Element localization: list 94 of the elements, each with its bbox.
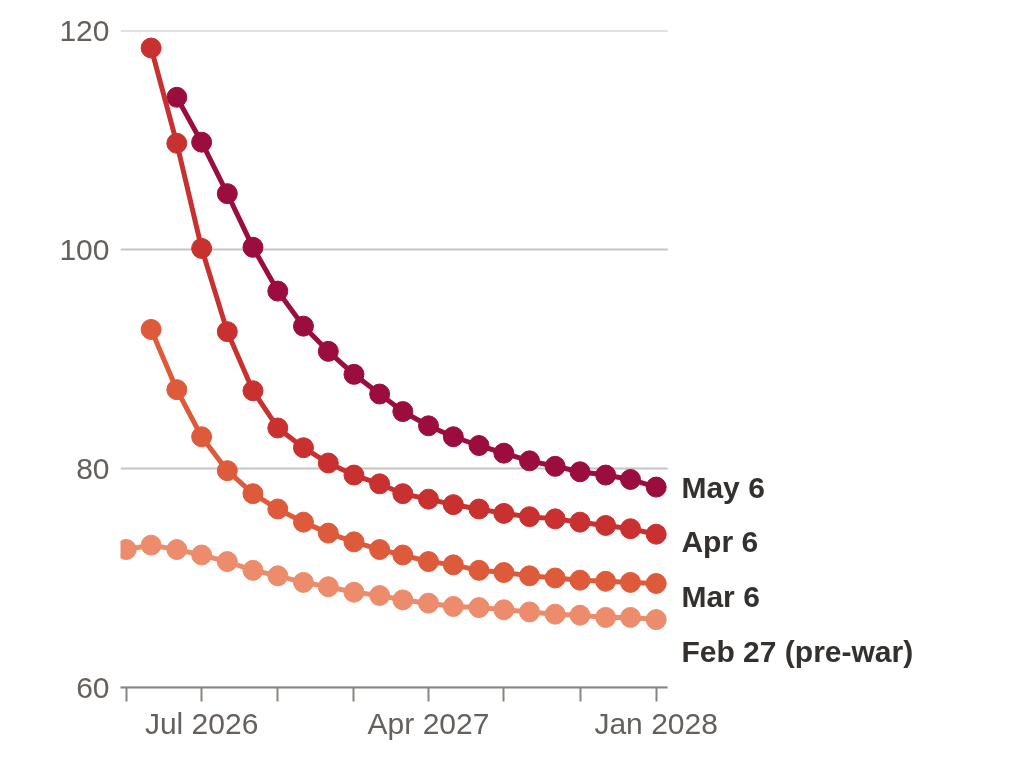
- point: [442, 595, 464, 617]
- point: [292, 511, 314, 533]
- point: [317, 452, 339, 474]
- point: [620, 606, 642, 628]
- point: [519, 565, 540, 587]
- point: [544, 603, 566, 625]
- x-tick-label: Jul 2026: [144, 706, 259, 740]
- point: [442, 494, 464, 516]
- point: [442, 554, 464, 576]
- point: [343, 581, 365, 603]
- point: [493, 562, 515, 584]
- point: [645, 609, 667, 631]
- point: [166, 379, 188, 401]
- point: [493, 599, 515, 621]
- point: [493, 502, 515, 524]
- point: [595, 464, 617, 486]
- point: [140, 318, 162, 340]
- point: [569, 604, 591, 626]
- point: [417, 415, 439, 437]
- point: [140, 534, 162, 556]
- point: [317, 576, 339, 598]
- point: [343, 363, 365, 385]
- point: [468, 435, 490, 456]
- point: [369, 539, 391, 561]
- point: [369, 383, 391, 405]
- point: [166, 539, 188, 561]
- point: [216, 321, 238, 343]
- y-tick-label: 100: [59, 232, 110, 266]
- point: [417, 551, 439, 573]
- point: [493, 442, 515, 464]
- point: [191, 237, 213, 259]
- y-tick-label: 80: [76, 451, 110, 485]
- series-label: Feb 27 (pre-war): [681, 634, 914, 668]
- point: [519, 601, 540, 623]
- point: [267, 565, 289, 587]
- point: [292, 571, 314, 593]
- point: [544, 567, 566, 589]
- point: [216, 551, 238, 573]
- point: [216, 183, 238, 205]
- point: [166, 132, 188, 154]
- point: [242, 483, 264, 505]
- point: [620, 468, 642, 490]
- point: [216, 460, 238, 482]
- point: [595, 514, 617, 536]
- point: [519, 450, 540, 472]
- point: [620, 518, 642, 540]
- x-tick-label: Jan 2028: [594, 706, 718, 740]
- point: [569, 511, 591, 533]
- point: [166, 86, 188, 108]
- y-tick-label: 60: [76, 670, 110, 704]
- point: [242, 236, 264, 258]
- point: [468, 498, 490, 520]
- series-label: Apr 6: [681, 525, 759, 559]
- point: [292, 315, 314, 337]
- point: [595, 570, 617, 592]
- point: [317, 340, 339, 362]
- point: [267, 498, 289, 520]
- point: [369, 585, 391, 606]
- point: [417, 488, 439, 510]
- point: [369, 473, 391, 495]
- point: [569, 569, 591, 591]
- point: [519, 506, 540, 528]
- point: [595, 606, 617, 628]
- point: [569, 461, 591, 483]
- point: [468, 597, 490, 619]
- y-tick-label: 120: [59, 13, 110, 47]
- point: [645, 476, 667, 498]
- point: [620, 571, 642, 593]
- point: [292, 437, 314, 459]
- point: [191, 544, 213, 566]
- point: [442, 426, 464, 448]
- point: [317, 522, 339, 544]
- point: [242, 380, 264, 402]
- point: [267, 280, 289, 302]
- point: [544, 455, 566, 477]
- series-label: Mar 6: [681, 580, 760, 614]
- point: [140, 37, 162, 59]
- point: [267, 417, 289, 439]
- point: [343, 464, 365, 486]
- point: [468, 559, 490, 581]
- point: [191, 426, 213, 448]
- point: [191, 131, 213, 153]
- point: [392, 544, 414, 566]
- point: [343, 531, 365, 553]
- point: [392, 401, 414, 423]
- point: [544, 508, 566, 530]
- point: [645, 523, 667, 545]
- point: [417, 592, 439, 614]
- point: [392, 483, 414, 505]
- x-tick-label: Apr 2027: [367, 706, 490, 740]
- series-label: May 6: [681, 470, 765, 504]
- point: [645, 572, 667, 594]
- point: [392, 589, 414, 611]
- point: [242, 559, 264, 581]
